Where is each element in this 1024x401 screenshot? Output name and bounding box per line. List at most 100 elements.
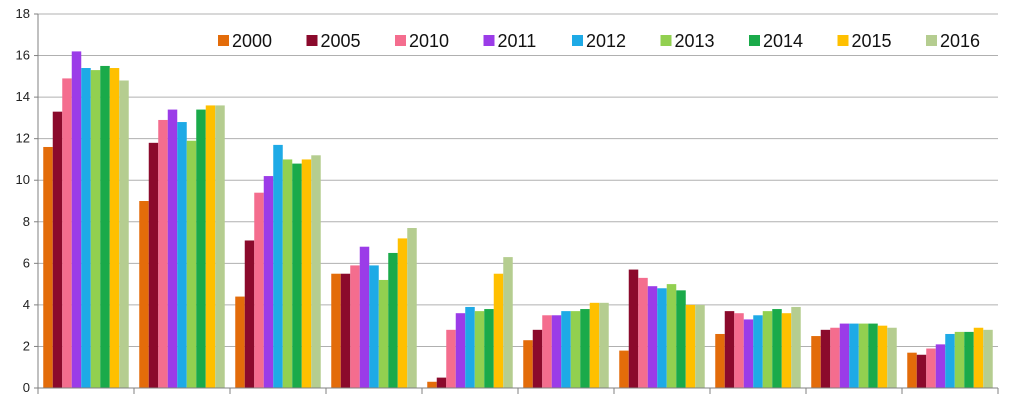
bar-2016 xyxy=(215,105,225,388)
bar-2005 xyxy=(436,377,447,388)
bar-2016 xyxy=(119,80,129,388)
bar-2013 xyxy=(858,323,869,388)
bar-2014 xyxy=(484,309,494,388)
bar-2011 xyxy=(455,313,466,388)
bar-2005 xyxy=(148,142,159,388)
legend-swatch-2016 xyxy=(926,35,937,46)
bar-2013 xyxy=(186,140,197,388)
bar-2005 xyxy=(724,311,735,388)
bar-2014 xyxy=(196,109,206,389)
bar-2011 xyxy=(167,109,178,389)
legend-swatch-2015 xyxy=(837,35,849,46)
bar-2012 xyxy=(369,265,379,388)
bar-2015 xyxy=(205,105,216,388)
bar-2000 xyxy=(331,273,341,388)
bar-2015 xyxy=(685,304,696,388)
y-tick-label: 0 xyxy=(23,380,30,395)
bar-2005 xyxy=(244,240,255,388)
bar-2013 xyxy=(474,311,485,388)
legend-label-2000: 2000 xyxy=(232,31,272,51)
bar-2016 xyxy=(887,327,897,388)
legend-label-2015: 2015 xyxy=(852,31,892,51)
bar-2012 xyxy=(273,144,283,388)
bar-2013 xyxy=(666,284,677,388)
legend-swatch-2014 xyxy=(749,35,760,46)
bar-2012 xyxy=(753,315,763,388)
bar-2016 xyxy=(503,257,513,388)
bar-2016 xyxy=(791,306,801,388)
bar-2014 xyxy=(292,163,302,388)
bar-2013 xyxy=(954,331,965,388)
bar-2005 xyxy=(340,273,351,388)
legend-swatch-2005 xyxy=(306,35,318,46)
bar-2012 xyxy=(177,122,187,389)
legend-label-2013: 2013 xyxy=(675,31,715,51)
bar-2011 xyxy=(743,319,754,388)
bar-2014 xyxy=(388,252,398,388)
bar-2010 xyxy=(62,78,72,389)
bar-2000 xyxy=(523,340,533,388)
legend-swatch-2013 xyxy=(660,35,672,46)
bar-2014 xyxy=(964,331,974,388)
bar-2016 xyxy=(311,155,321,388)
bar-2000 xyxy=(139,201,149,388)
bar-2013 xyxy=(570,311,581,388)
bar-2015 xyxy=(493,273,504,388)
legend-swatch-2011 xyxy=(483,35,495,46)
axes xyxy=(34,13,999,394)
bar-2016 xyxy=(695,304,705,388)
legend-label-2011: 2011 xyxy=(498,31,537,51)
bar-2016 xyxy=(599,302,609,388)
bar-2012 xyxy=(849,323,859,388)
bar-2012 xyxy=(945,333,955,388)
bar-2005 xyxy=(52,111,63,389)
bar-2011 xyxy=(551,315,562,388)
bar-2000 xyxy=(811,336,821,388)
bar-2010 xyxy=(926,348,936,388)
bar-2011 xyxy=(263,176,274,388)
bar-2011 xyxy=(839,323,850,388)
y-tick-label: 14 xyxy=(16,89,30,104)
legend-label-2016: 2016 xyxy=(940,31,980,51)
bar-2013 xyxy=(282,159,293,388)
legend-swatch-2010 xyxy=(395,35,406,46)
bar-2013 xyxy=(378,279,389,388)
bar-2000 xyxy=(715,333,725,388)
legend-label-2010: 2010 xyxy=(409,31,449,51)
bar-2014 xyxy=(580,309,590,388)
bar-2005 xyxy=(820,329,831,388)
legend: 2000 2005 2010 2011 2012 2013 2014 2015 2016 xyxy=(218,31,980,51)
bar-2014 xyxy=(868,323,878,388)
bar-2005 xyxy=(916,354,927,388)
legend-swatch-2000 xyxy=(218,35,229,46)
y-tick-label: 16 xyxy=(16,48,30,63)
bar-2014 xyxy=(676,290,686,388)
y-tick-label: 8 xyxy=(23,214,30,229)
bar-2013 xyxy=(90,70,101,388)
bar-2011 xyxy=(647,286,658,388)
bar-2014 xyxy=(100,65,110,388)
y-tick-label: 6 xyxy=(23,255,30,270)
bar-2000 xyxy=(907,352,917,388)
legend-label-2012: 2012 xyxy=(586,31,626,51)
bar-2000 xyxy=(235,296,245,388)
bar-2012 xyxy=(465,306,475,388)
bar-2015 xyxy=(397,238,408,388)
bar-2016 xyxy=(407,228,417,388)
bars-group xyxy=(43,51,993,389)
bar-2012 xyxy=(657,288,667,388)
bar-2011 xyxy=(71,51,82,389)
legend-swatch-2012 xyxy=(572,35,583,46)
y-tick-label: 18 xyxy=(16,6,30,21)
bar-2014 xyxy=(772,309,782,388)
bar-2015 xyxy=(301,159,312,388)
bar-2000 xyxy=(427,381,437,388)
bar-2010 xyxy=(638,277,648,388)
y-tick-label: 12 xyxy=(16,131,30,146)
bar-2010 xyxy=(542,315,552,388)
y-tick-label: 2 xyxy=(23,338,30,353)
bar-2005 xyxy=(628,269,639,388)
y-axis-ticks: 0 2 4 6 8 10 12 14 16 18 xyxy=(16,6,30,395)
bar-2016 xyxy=(983,329,993,388)
